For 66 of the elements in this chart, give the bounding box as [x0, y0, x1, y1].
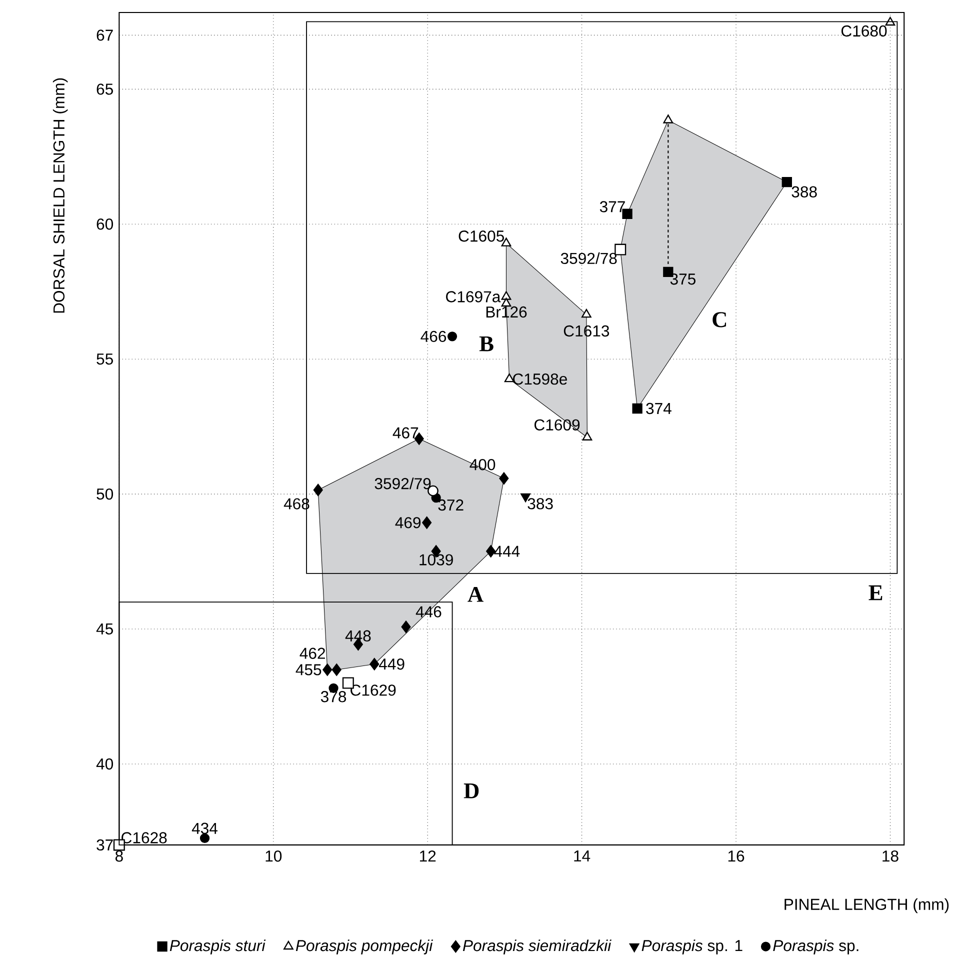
y-tick-label: 45: [96, 624, 113, 635]
y-tick-label: 65: [96, 84, 113, 95]
annotation: 467: [392, 427, 418, 439]
annotation: 374: [646, 403, 672, 414]
annotation: C1697a: [446, 291, 501, 303]
point: [782, 177, 792, 188]
y-tick-label: 50: [96, 488, 114, 500]
point: [582, 432, 592, 441]
x-tick-label: 18: [882, 850, 898, 862]
annotation: 448: [345, 630, 371, 642]
point: [447, 332, 458, 342]
x-tick-label: 10: [266, 850, 282, 862]
point: [401, 620, 411, 634]
y-tick-label: 37: [96, 840, 113, 851]
annotation: 462: [300, 648, 325, 660]
annotation: 444: [494, 546, 520, 557]
y-axis-title: DORSAL SHIELD LENGTH (mm): [52, 78, 68, 313]
point: [663, 114, 674, 124]
annotation: 1039: [420, 554, 453, 566]
annotation: B: [479, 336, 494, 352]
annotation: C: [712, 312, 726, 328]
annotation: 3592/79: [374, 478, 431, 490]
annotation: A: [468, 587, 484, 602]
annotation: C1628: [122, 832, 167, 844]
legend-label: Poraspis pompeckji: [296, 940, 434, 955]
point: [632, 404, 642, 414]
annotation: C1598e: [513, 374, 567, 385]
point: [422, 516, 432, 529]
point: [322, 664, 332, 676]
annotation: 449: [378, 658, 404, 670]
annotation: E: [868, 586, 882, 600]
annotation: 372: [438, 500, 464, 511]
annotation: 383: [528, 498, 553, 510]
legend-label: Poraspis sp.: [773, 940, 858, 955]
annotation: 3592/78: [560, 252, 617, 264]
point: [581, 309, 592, 318]
annotation: 469: [395, 517, 421, 528]
point: [200, 834, 210, 844]
annotation: D: [464, 784, 479, 798]
annotation: C1629: [350, 684, 396, 696]
annotation: 455: [296, 664, 322, 676]
y-tick-label: 40: [96, 758, 114, 770]
point: [501, 291, 512, 300]
annotation: 434: [192, 822, 218, 834]
x-tick-label: 14: [574, 850, 590, 862]
legend-label: Poraspis sturi: [170, 940, 266, 955]
x-axis-title: PINEAL LENGTH (mm): [784, 898, 949, 914]
y-tick-label: 55: [96, 354, 113, 365]
point: [332, 664, 342, 676]
annotation: 375: [670, 274, 696, 285]
legend-label: Poraspis sp. 1: [642, 940, 742, 955]
y-tick-label: 67: [96, 30, 113, 41]
y-tick-label: 60: [96, 218, 114, 230]
point: [370, 658, 380, 670]
point: [499, 472, 509, 485]
annotation: C1605: [458, 230, 504, 242]
x-tick-label: 12: [420, 850, 436, 862]
annotation: C1613: [564, 326, 610, 337]
x-tick-label: 16: [728, 850, 744, 862]
annotation: 388: [792, 186, 817, 198]
legend-label: Poraspis siemiradzkii: [462, 940, 612, 955]
annotation: 466: [420, 331, 446, 342]
x-tick-label: 8: [115, 850, 123, 862]
annotation: 377: [600, 201, 625, 212]
point: [313, 484, 323, 496]
annotation: C1680: [841, 26, 887, 37]
